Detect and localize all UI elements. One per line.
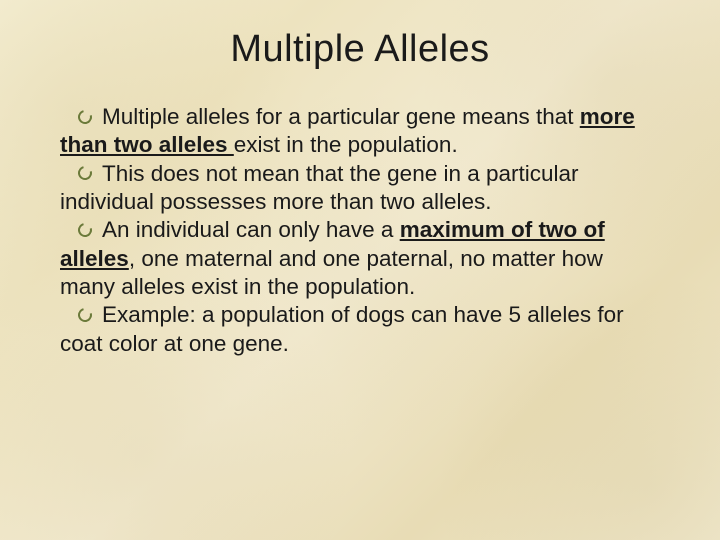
bullet-item: Example: a population of dogs can have 5… — [60, 301, 660, 358]
bullet-text-post: exist in the population. — [234, 132, 458, 157]
bullet-item: Multiple alleles for a particular gene m… — [60, 103, 660, 160]
bullet-icon — [75, 305, 94, 324]
slide-body: Multiple alleles for a particular gene m… — [60, 103, 660, 358]
bullet-text-post: , one maternal and one paternal, no matt… — [60, 246, 603, 299]
bullet-icon — [75, 164, 94, 183]
bullet-text-pre: Example: a population of dogs can have 5… — [60, 302, 624, 355]
bullet-icon — [75, 220, 94, 239]
bullet-text-pre: This does not mean that the gene in a pa… — [60, 161, 579, 214]
slide: Multiple Alleles Multiple alleles for a … — [0, 0, 720, 540]
bullet-item: This does not mean that the gene in a pa… — [60, 160, 660, 217]
bullet-text-pre: An individual can only have a — [102, 217, 400, 242]
bullet-text-pre: Multiple alleles for a particular gene m… — [102, 104, 580, 129]
slide-title: Multiple Alleles — [60, 28, 660, 71]
bullet-icon — [75, 107, 94, 126]
bullet-item: An individual can only have a maximum of… — [60, 216, 660, 301]
